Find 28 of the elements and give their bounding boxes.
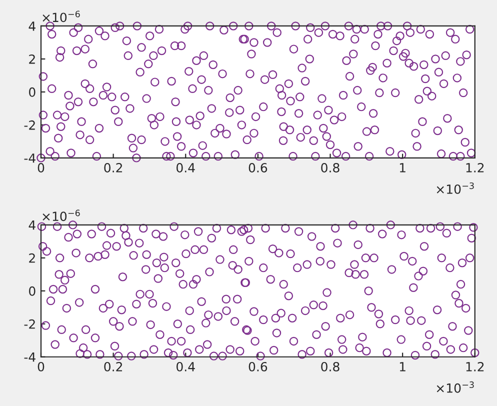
- x-tick-label: 0: [38, 362, 44, 372]
- y-tick-label: 0: [29, 87, 36, 97]
- y-tick-label: 2: [29, 253, 35, 263]
- x-tick-label: 0.6: [248, 163, 268, 172]
- y-tick-label: 2: [29, 54, 35, 64]
- text: ×10$^{−3}$: [436, 182, 474, 194]
- y-tick-label: -2: [24, 120, 35, 130]
- y-tick-label: 4: [28, 22, 36, 31]
- x-tick-label: 0.4: [176, 362, 195, 372]
- text: ×10$^{−3}$: [436, 381, 474, 393]
- text: ×10$^{−6}$: [42, 10, 80, 22]
- x-tick-label: 0.6: [248, 362, 268, 372]
- x-tick-label: 0.4: [176, 163, 195, 172]
- y-tick-label: -4: [24, 154, 36, 163]
- x-tick-label: 1.2: [466, 362, 484, 372]
- x-tick-label: 1: [400, 163, 406, 172]
- x-tick-label: 0.8: [321, 362, 340, 372]
- text: ×10$^{−6}$: [42, 210, 80, 222]
- y-tick-label: 0: [29, 286, 36, 296]
- y-tick-label: -4: [24, 352, 36, 362]
- x-tick-label: 0.2: [104, 362, 122, 372]
- x-tick-label: 1.2: [466, 163, 484, 172]
- x-tick-label: 0: [38, 163, 44, 172]
- x-tick-label: 1: [400, 362, 406, 372]
- y-tick-label: 4: [28, 220, 36, 230]
- y-tick-label: -2: [24, 319, 35, 329]
- x-tick-label: 0.8: [321, 163, 340, 172]
- x-tick-label: 0.2: [104, 163, 122, 172]
